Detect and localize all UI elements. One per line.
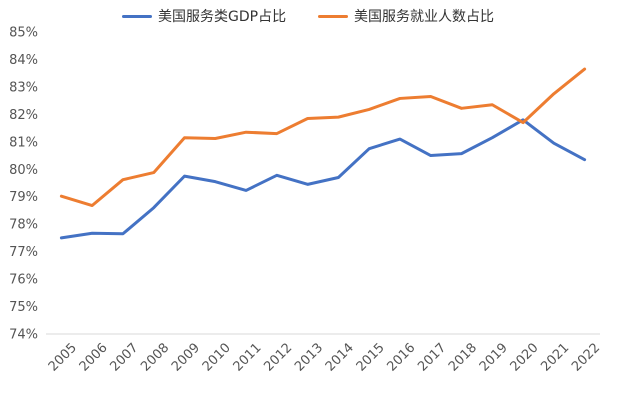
x-tick-label: 2013 <box>292 341 326 375</box>
y-tick-label: 83% <box>9 80 38 95</box>
x-tick-label: 2006 <box>77 341 111 375</box>
y-tick-label: 75% <box>9 300 38 315</box>
x-tick-label: 2007 <box>107 341 141 375</box>
legend-swatch-gdp <box>122 14 152 18</box>
legend-item-employment: 美国服务就业人数占比 <box>318 6 494 26</box>
x-tick-label: 2010 <box>200 341 234 375</box>
x-tick-label: 2022 <box>569 341 603 375</box>
y-tick-label: 79% <box>9 190 38 205</box>
y-tick-label: 74% <box>9 328 38 343</box>
x-tick-label: 2015 <box>354 341 388 375</box>
x-tick-label: 2017 <box>415 341 449 375</box>
legend: 美国服务类GDP占比 美国服务就业人数占比 <box>0 6 618 28</box>
legend-label-gdp: 美国服务类GDP占比 <box>158 9 287 25</box>
y-tick-label: 76% <box>9 273 38 288</box>
x-tick-label: 2018 <box>446 341 480 375</box>
y-tick-label: 81% <box>9 135 38 150</box>
legend-label-employment: 美国服务就业人数占比 <box>354 9 494 25</box>
y-tick-label: 84% <box>9 53 38 68</box>
legend-swatch-employment <box>318 14 348 18</box>
x-tick-label: 2008 <box>138 341 172 375</box>
x-tick-label: 2009 <box>169 341 203 375</box>
y-tick-label: 78% <box>9 218 38 233</box>
y-tick-label: 80% <box>9 163 38 178</box>
x-tick-label: 2020 <box>508 341 542 375</box>
x-tick-label: 2016 <box>384 341 418 375</box>
x-tick-label: 2011 <box>231 341 265 375</box>
x-tick-label: 2012 <box>261 341 295 375</box>
x-tick-label: 2021 <box>538 341 572 375</box>
x-tick-label: 2014 <box>323 341 357 375</box>
x-axis: 2005200620072008200920102011201220132014… <box>46 333 603 375</box>
y-tick-label: 82% <box>9 108 38 123</box>
y-axis: 74% 75% 76% 77% 78% 79% 80% 81% 82% 83% 84% 85% <box>9 26 38 343</box>
series-line-employment <box>59 67 587 208</box>
y-tick-label: 85% <box>9 26 38 41</box>
y-tick-label: 77% <box>9 245 38 260</box>
series-line-gdp <box>59 118 587 240</box>
x-tick-label: 2019 <box>477 341 511 375</box>
x-tick-label: 2005 <box>46 341 80 375</box>
legend-item-gdp: 美国服务类GDP占比 <box>122 6 286 26</box>
series-lines <box>59 67 587 240</box>
